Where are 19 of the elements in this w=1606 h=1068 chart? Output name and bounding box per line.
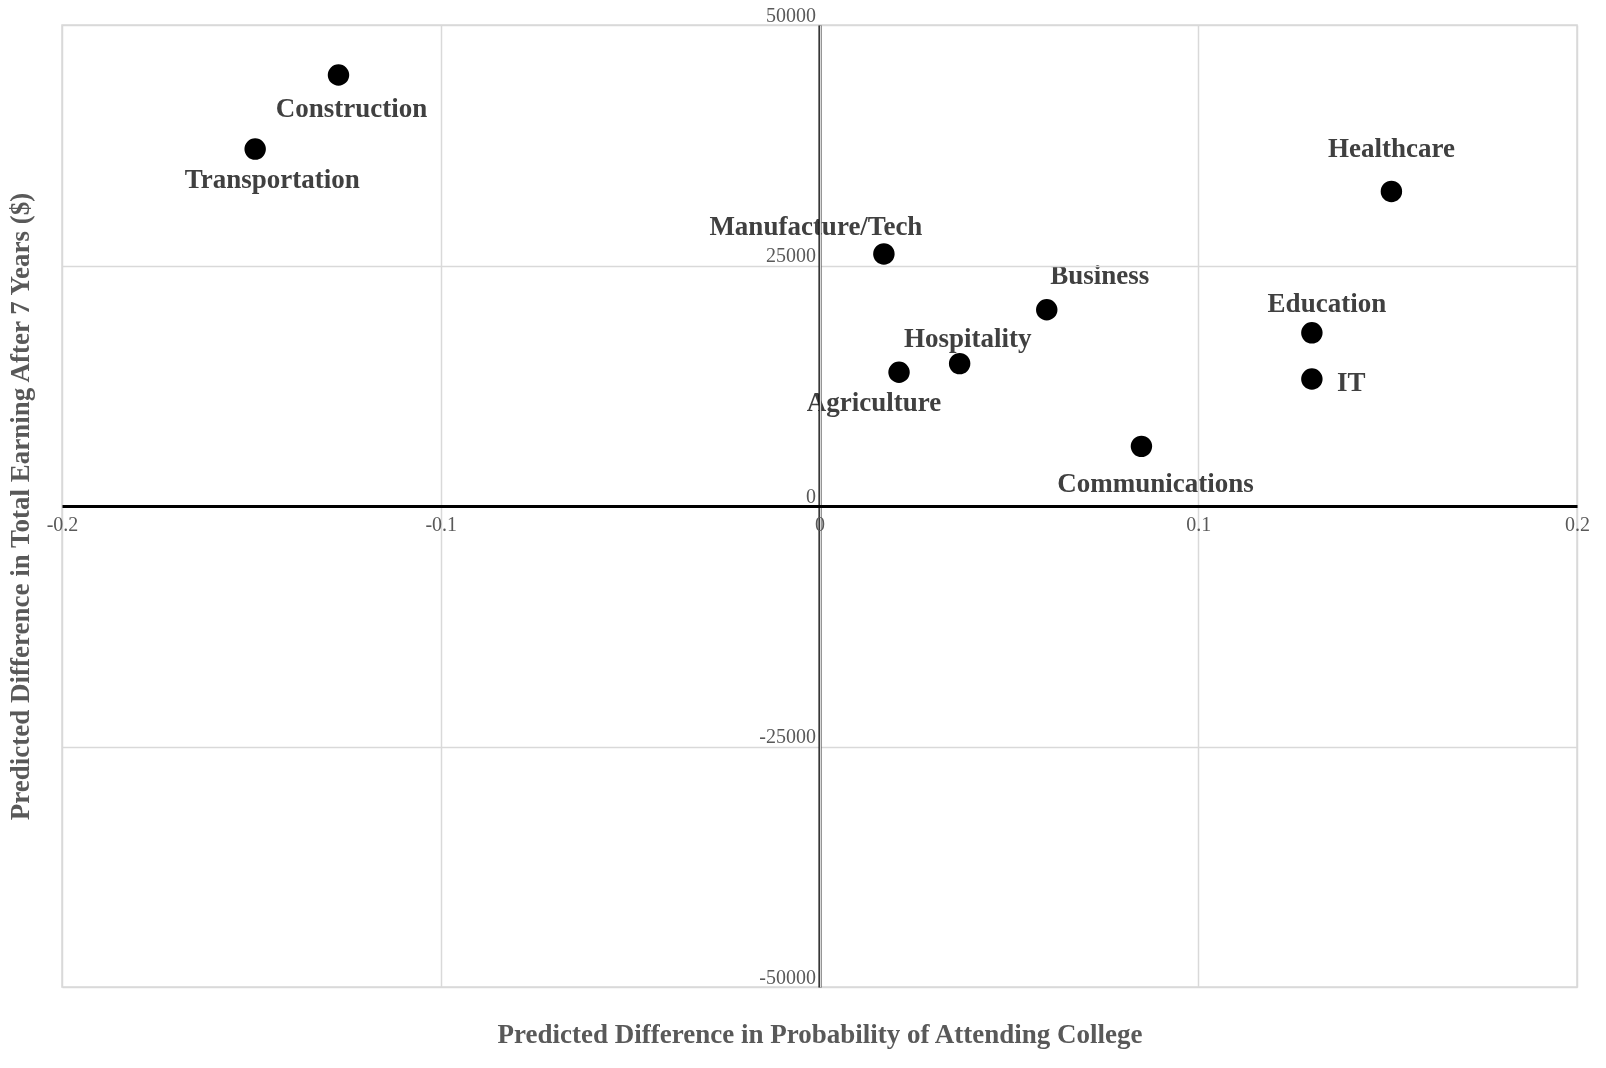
series-label: Hospitality xyxy=(903,322,1032,353)
series-label: Transportation xyxy=(184,164,360,195)
y-tick-label: 25000 xyxy=(766,244,816,266)
series-label: IT xyxy=(1336,367,1366,398)
x-tick-label: 0.1 xyxy=(1186,512,1212,535)
x-axis-title: Predicted Difference in Probability of Attending College xyxy=(497,1018,1143,1049)
series-label: Communications xyxy=(1057,468,1254,499)
x-tick-label: -0.1 xyxy=(425,512,458,535)
series-label: Business xyxy=(1050,259,1150,290)
y-tick-label: 0 xyxy=(806,484,816,507)
x-tick-label: 0.2 xyxy=(1565,512,1590,535)
x-tick-label: -0.2 xyxy=(46,512,79,535)
y-tick-label: 50000 xyxy=(766,3,816,26)
series-label: Healthcare xyxy=(1327,133,1455,164)
series-label: Education xyxy=(1267,287,1387,318)
y-tick-label: -25000 xyxy=(759,725,816,747)
y-axis-title: Predicted Difference in Total Earning After 7 Years ($) xyxy=(4,192,35,821)
series-label: Construction xyxy=(275,93,428,124)
y-tick-label: -50000 xyxy=(759,965,816,988)
